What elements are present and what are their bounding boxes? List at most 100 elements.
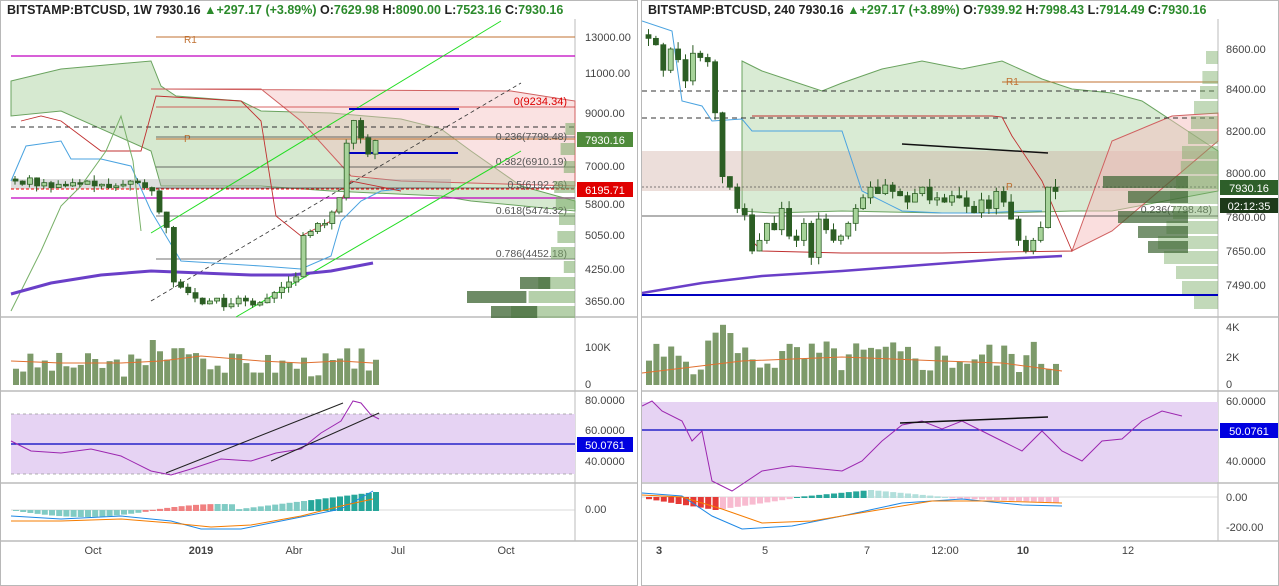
volume-bar [20, 371, 27, 385]
weekly-chart-pane[interactable]: R1 P 0(9234.34) 0.236(7798.48) 0.382(6910.19… [0, 0, 638, 586]
volume-profile-bar [1118, 211, 1188, 223]
candle-body [293, 276, 300, 283]
volume-bar [315, 375, 322, 385]
symbol-name[interactable]: BITSTAMP:BTCUSD, [7, 3, 130, 17]
rsi-trendline [899, 416, 1049, 424]
interval-label[interactable]: 1W [133, 3, 152, 17]
volume-profile-bar [1202, 71, 1218, 84]
macd-histogram-bar [816, 494, 823, 498]
volume-bar [1045, 368, 1052, 385]
price-axis-label: 7490.00 [1226, 280, 1266, 292]
macd-histogram-bar [293, 501, 300, 511]
candle-body [815, 218, 822, 258]
volume-bar [646, 360, 652, 385]
time-axis-label: 2019 [189, 545, 213, 557]
volume-bar [337, 358, 343, 385]
volume-bar [358, 348, 365, 385]
candle-body [48, 182, 55, 188]
close-label: C: [1148, 3, 1162, 17]
macd-histogram-bar [764, 497, 771, 503]
macd-axis-label: -200.00 [1226, 522, 1263, 534]
volume-bar [912, 358, 919, 385]
volume-bar [272, 372, 279, 385]
tenkan-line [10, 140, 402, 270]
macd-histogram-bar [860, 490, 867, 498]
macd-histogram-bar [106, 510, 113, 516]
candle-body [365, 137, 372, 155]
open-value: 7939.92 [977, 3, 1023, 17]
price-axis-label: 8000.00 [1226, 168, 1266, 180]
macd-histogram-bar [949, 497, 956, 499]
volume-bar [250, 372, 257, 385]
candle-body [300, 235, 307, 278]
macd-histogram-bar [712, 497, 719, 510]
four-hour-chart-canvas[interactable]: R10.236(7798.48)P8600.008400.008200.0080… [642, 1, 1279, 586]
candle-body [235, 297, 242, 305]
candle-body [221, 297, 228, 308]
time-axis-label: 3 [656, 545, 662, 557]
candle-body [91, 180, 98, 187]
price-axis-label: 8600.00 [1226, 44, 1266, 56]
candle-body [652, 37, 659, 46]
volume-bar [653, 343, 660, 385]
candle-body [322, 223, 329, 226]
candle-body [113, 185, 120, 188]
candle-body [667, 48, 674, 71]
volume-bar [771, 367, 778, 385]
volume-bar [293, 368, 300, 385]
volume-ma-line [10, 355, 374, 364]
volume-bar [890, 342, 897, 385]
macd-histogram-bar [77, 510, 84, 517]
candle-body [314, 223, 321, 232]
candle-body [192, 292, 199, 299]
volume-bar [149, 340, 156, 385]
symbol-name[interactable]: BITSTAMP:BTCUSD, [648, 3, 771, 17]
moving-average-line [10, 261, 374, 296]
candle-body [837, 235, 844, 241]
macd-histogram-bar [178, 506, 185, 511]
volume-bar [734, 353, 741, 385]
volume-axis-label: 0 [1226, 379, 1232, 391]
volume-bar [13, 368, 19, 385]
rsi-axis-label: 40.0000 [585, 456, 625, 468]
macd-line [10, 490, 374, 530]
candle-body [55, 183, 62, 188]
macd-histogram-bar [171, 506, 178, 511]
macd-histogram-bar [135, 510, 142, 513]
interval-label[interactable]: 240 [774, 3, 796, 17]
candle-body [149, 187, 156, 192]
candle-body [134, 180, 141, 184]
volume-bar [860, 349, 867, 385]
open-label: O: [320, 3, 334, 17]
candle-body [257, 302, 264, 306]
macd-histogram-bar [927, 495, 934, 498]
fib-label-0: 0(9234.34) [514, 96, 567, 108]
four-hour-chart-pane[interactable]: R10.236(7798.48)P8600.008400.008200.0080… [641, 0, 1279, 586]
macd-histogram-bar [919, 494, 926, 498]
signal-line [11, 498, 374, 528]
volume-bar [705, 340, 712, 385]
fib-label-236: 0.236(7798.48) [496, 131, 567, 143]
volume-bar [690, 374, 697, 385]
price-axis-label: 7800.00 [1226, 212, 1266, 224]
red-level-tag-bg [577, 182, 633, 197]
price-axis-label: 13000.00 [585, 32, 631, 44]
price-change: +297.17 (+3.89%) [216, 3, 317, 17]
candle-body [278, 286, 285, 294]
volume-bar [193, 353, 199, 385]
weekly-chart-canvas[interactable]: R1 P 0(9234.34) 0.236(7798.48) 0.382(6910.19… [1, 1, 638, 586]
candle-body [1022, 239, 1029, 252]
volume-bar [34, 367, 41, 385]
macd-histogram-bar [142, 510, 149, 512]
candle-body [911, 193, 918, 203]
volume-bar [779, 351, 786, 385]
macd-histogram-bar [250, 507, 257, 511]
candle-body [214, 297, 221, 302]
candle-body [77, 182, 84, 185]
macd-histogram-bar [823, 494, 830, 498]
pivot-r1-label: R1 [1006, 77, 1019, 88]
volume-bar [308, 376, 315, 385]
macd-histogram-bar [1053, 497, 1059, 503]
volume-bar [164, 359, 171, 385]
candle-body [163, 211, 170, 228]
